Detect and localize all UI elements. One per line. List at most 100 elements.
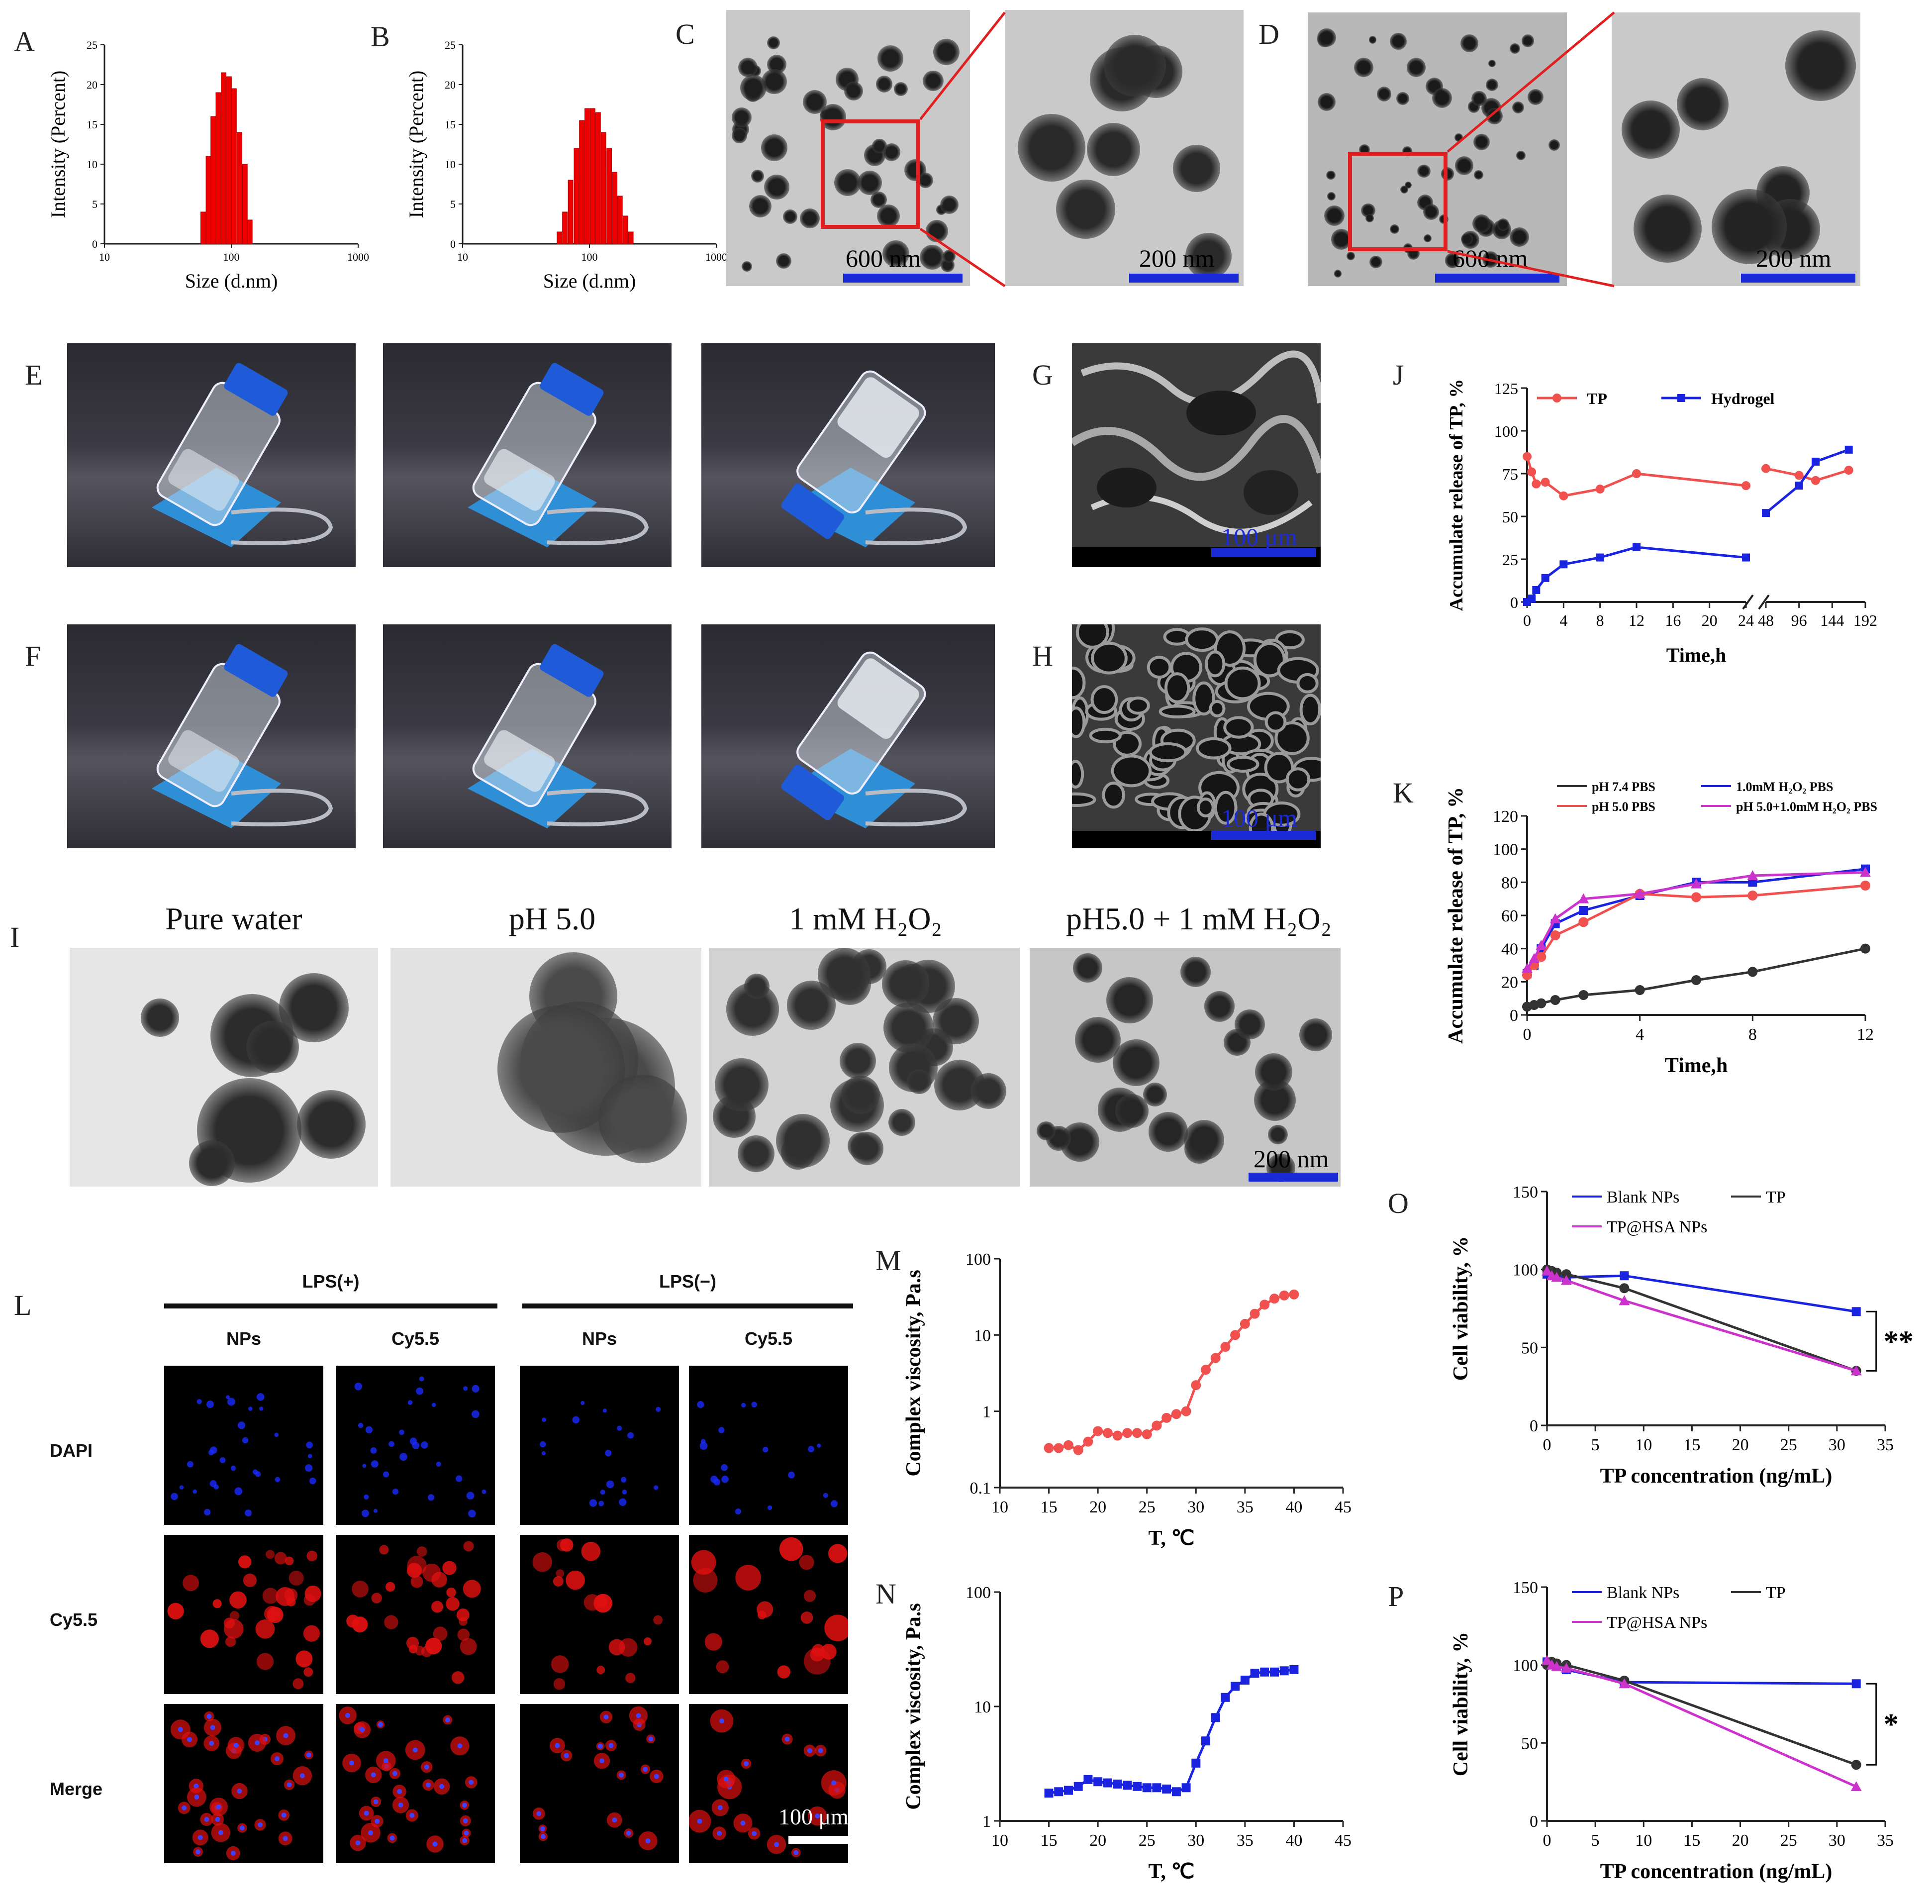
data-point [1747,967,1758,977]
nanoparticle [1369,256,1382,269]
data-point [1142,1783,1152,1793]
data-point [1595,484,1605,494]
x-tick-label: 5 [1591,1436,1600,1454]
row-label-merge: Merge [50,1779,103,1799]
data-point [1171,1409,1181,1419]
x-tick-label: 48 [1758,611,1774,629]
data-point [1742,553,1750,562]
cell-signal [532,1706,664,1850]
nanoparticle [775,1113,830,1168]
scale-label: 600 nm [1452,244,1528,272]
x-axis-label: Size (d.nm) [185,270,278,292]
legend-label: Blank NPs [1607,1188,1679,1206]
data-point [1073,1445,1083,1455]
x-tick-label: 8 [1748,1025,1757,1044]
data-point [1633,543,1641,551]
x-tick-label: 35 [1877,1831,1894,1850]
data-point [1269,1294,1279,1304]
chart-k: 0 20 40 60 80 100 120 0 4 8 12 Time,h Accumulate rel… [1445,780,1877,1077]
nanoparticle [1235,1009,1265,1040]
nanoparticle [1326,170,1336,180]
data-point [1259,1300,1270,1310]
y-tick-label: 25 [1502,551,1518,569]
data-point [1632,469,1641,478]
data-point [1635,985,1645,995]
pore [1296,673,1319,694]
tem-image-pure-water [70,948,378,1187]
series-line [1526,546,1746,603]
pore [1196,737,1232,760]
data-point [1279,1666,1289,1676]
data-point [1851,1679,1861,1689]
data-point [1181,1406,1191,1416]
x-tick-label: 5 [1591,1831,1600,1850]
legend-marker [1677,394,1685,402]
x-tick-label: 35 [1877,1436,1894,1454]
data-point [1747,891,1758,901]
cell-signal [167,1550,321,1690]
col-label-nps-2: NPs [581,1328,617,1349]
legend-label: pH 5.0 PBS [1592,800,1655,814]
vial-photo [701,343,995,567]
panel-label-g: G [1032,359,1053,391]
data-point [1054,1787,1063,1797]
nanoparticle [919,245,945,270]
x-tick-label: 10 [457,251,468,263]
data-point [1112,1430,1123,1441]
i-header-3: 1 mM H₂O₂ [789,901,942,936]
x-tick-label: 25 [1780,1436,1797,1454]
nanoparticle [1712,189,1787,264]
x-tick-label: 144 [1820,611,1844,629]
cell-signal [532,1538,663,1690]
scale-label: 200 nm [1139,244,1215,272]
pore [1192,681,1215,716]
nanoparticle [1299,1018,1333,1052]
cell-signal [339,1706,478,1853]
vial-illustration [781,651,967,828]
scale-label: 200 nm [1756,244,1832,272]
series-line [1546,1660,1857,1766]
tem-image-h2o2 [709,948,1020,1187]
nanoparticle [877,45,903,72]
y-tick-label: 50 [1521,1734,1538,1753]
nanoparticle [775,253,792,269]
nanoparticle [1509,227,1530,247]
nanoparticle [1485,78,1498,91]
y-tick-label: 20 [1501,973,1518,992]
pore [1185,627,1219,652]
legend-label: Hydrogel [1711,390,1775,407]
histogram-bar [595,112,601,244]
pore [1072,760,1084,789]
dapi-image [520,1366,679,1525]
data-point [1152,1420,1162,1431]
cell-signal [354,1376,486,1518]
y-tick-label: 100 [966,1584,991,1602]
x-tick-label: 20 [1089,1498,1106,1516]
data-point [1528,595,1536,603]
scale-bar [1435,274,1559,283]
data-point [1541,478,1550,487]
nanoparticle [742,261,753,272]
data-point [1083,1436,1093,1447]
histogram-bar [215,92,221,244]
pore [1111,754,1152,788]
nanoparticle [1474,170,1484,180]
x-tick-label: 45 [1335,1498,1352,1516]
data-point [1812,457,1820,466]
panel-label-f: F [25,640,41,672]
data-point [1811,476,1820,485]
data-point [1044,1789,1054,1798]
legend-label: TP [1766,1584,1786,1602]
nanoparticle [858,171,882,195]
data-point [1527,467,1537,477]
tem-image-c-overview: 600 nm [726,10,970,286]
nanoparticle [1417,164,1431,178]
x-tick-label: 10 [991,1831,1008,1850]
scale-label: 100 μm [1221,804,1298,832]
histogram-bar [600,132,606,244]
data-point [1221,1693,1230,1702]
x-axis-label: TP concentration (ng/mL) [1600,1860,1833,1883]
y-tick-label: 50 [1502,508,1518,526]
x-tick-label: 8 [1596,611,1604,629]
nanoparticle [870,192,887,208]
